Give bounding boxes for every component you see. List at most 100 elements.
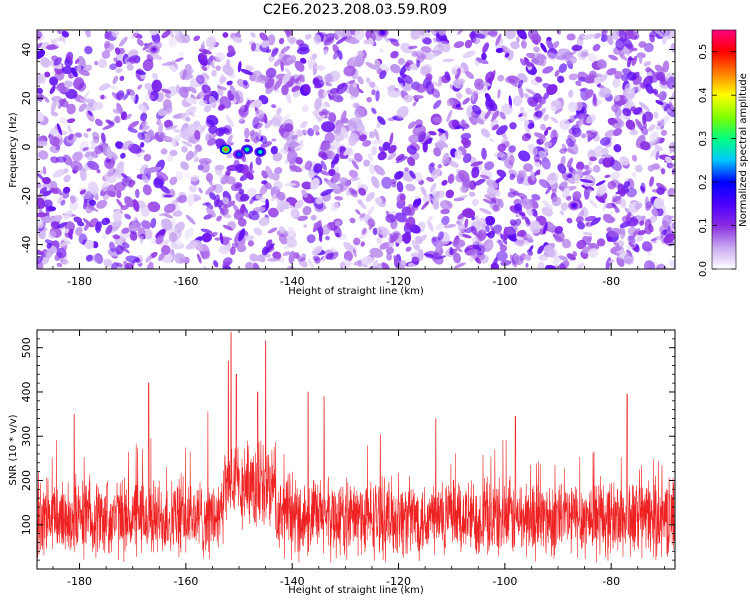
heatmap-cell [61, 258, 69, 265]
heatmap-cell [52, 130, 63, 139]
heatmap-cell [397, 76, 406, 87]
heatmap-cell [97, 58, 108, 69]
heatmap-cell [368, 37, 374, 46]
heatmap-cell [447, 160, 459, 168]
heatmap-cell [303, 224, 308, 228]
heatmap-cell [114, 115, 121, 124]
heatmap-cell [492, 256, 498, 269]
heatmap-cell [70, 67, 78, 78]
y-tick-label: 100 [20, 514, 33, 535]
heatmap-cell [512, 95, 523, 107]
heatmap-cell [437, 128, 446, 134]
heatmap-cell [638, 101, 650, 112]
heatmap-cell [566, 253, 576, 261]
heatmap-cell [423, 52, 434, 61]
heatmap-cell [205, 172, 214, 183]
heatmap-cell [386, 252, 393, 261]
heatmap-cell [484, 225, 490, 233]
heatmap-cell [121, 265, 128, 269]
heatmap-cell [439, 200, 453, 210]
heatmap-cell [185, 241, 198, 250]
heatmap-cell [56, 247, 67, 259]
heatmap-cell [611, 104, 619, 113]
heatmap-cell [185, 214, 196, 225]
heatmap-cell [649, 176, 655, 187]
heatmap-cell [604, 174, 611, 178]
heatmap-cell [98, 83, 111, 91]
heatmap-cell [321, 121, 336, 133]
heatmap-cell [144, 228, 153, 240]
heatmap-cell [575, 80, 582, 87]
heatmap-cell [255, 109, 265, 119]
heatmap-cell [249, 194, 257, 205]
heatmap-cell [669, 163, 675, 168]
heatmap-cell [432, 43, 444, 57]
heatmap-cell [314, 114, 321, 121]
heatmap-cell [189, 86, 197, 94]
heatmap-cell [312, 124, 320, 132]
heatmap-cell [270, 145, 278, 155]
heatmap-cell [310, 177, 320, 190]
heatmap-cell [623, 110, 628, 116]
heatmap-cell [368, 131, 375, 139]
heatmap-cell [371, 107, 377, 115]
heatmap-cell [118, 47, 125, 55]
heatmap-cell [489, 138, 495, 143]
heatmap-cell [404, 167, 409, 172]
heatmap-cells [37, 30, 675, 269]
heatmap-cell [227, 45, 235, 55]
heatmap-cell [244, 127, 250, 139]
heatmap-cell [458, 232, 463, 238]
heatmap-cell [501, 137, 509, 143]
snr-x-axis: -180 -160 -140 -120 -100 -80 [52, 330, 665, 588]
heatmap-cell [505, 227, 515, 236]
heatmap-cell [525, 134, 531, 139]
heatmap-cell [84, 45, 93, 55]
heatmap-cell [222, 32, 229, 38]
heatmap-cell [487, 242, 494, 249]
heatmap-cell [126, 63, 134, 71]
heatmap-cell [286, 237, 298, 248]
heatmap-cell [551, 41, 560, 50]
heatmap-cell [197, 253, 202, 264]
heatmap-cell [426, 176, 435, 182]
colorbar-tick-label: 0.1 [698, 218, 709, 234]
heatmap-cell [253, 99, 263, 108]
heatmap-cell [633, 35, 638, 40]
heatmap-cell [119, 75, 125, 82]
heatmap-cell [265, 165, 274, 180]
heatmap-cell [232, 203, 241, 216]
heatmap-cell [250, 32, 256, 38]
heatmap-cell [432, 81, 441, 87]
heatmap-cell [104, 155, 116, 170]
heatmap-cell [640, 182, 646, 194]
heatmap-cell [185, 116, 191, 122]
y-tick-label: 200 [20, 470, 33, 491]
heatmap-cell [182, 86, 191, 93]
heatmap-cell [526, 233, 534, 243]
heatmap-cell [56, 262, 63, 268]
heatmap-cell [371, 89, 376, 96]
heatmap-cell [201, 72, 210, 80]
heatmap-cell [592, 165, 601, 173]
heatmap-cell [149, 52, 163, 61]
heatmap-cell [561, 238, 571, 249]
heatmap-cell [284, 159, 289, 165]
heatmap-cell [385, 246, 395, 255]
heatmap-cell [598, 157, 605, 165]
heatmap-cell [369, 164, 375, 175]
heatmap-cell [486, 186, 496, 199]
heatmap-cell [520, 197, 533, 210]
heatmap-cell [234, 163, 245, 173]
heatmap-cell [112, 209, 122, 223]
heatmap-cell [63, 174, 71, 183]
heatmap-cell [70, 160, 83, 172]
heatmap-cell [630, 47, 638, 52]
heatmap-cell [451, 106, 464, 110]
heatmap-cell [206, 206, 216, 218]
heatmap-cell [334, 30, 342, 40]
heatmap-cell [484, 161, 495, 171]
heatmap-cell [134, 188, 140, 199]
x-tick-label: -140 [280, 275, 305, 288]
heatmap-cell [381, 176, 393, 189]
